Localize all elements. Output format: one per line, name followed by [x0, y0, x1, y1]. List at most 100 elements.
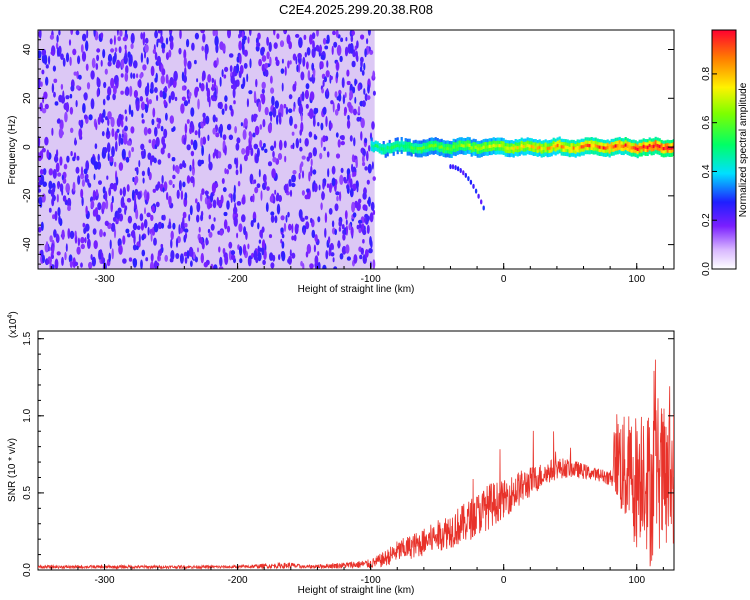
- noise-cell: [241, 30, 244, 39]
- noise-cell: [145, 97, 149, 103]
- noise-cell: [78, 128, 83, 139]
- noise-cell: [304, 138, 309, 147]
- noise-cell: [346, 184, 350, 190]
- signal-cell: [608, 140, 611, 145]
- noise-cell: [333, 266, 338, 269]
- noise-cell: [336, 71, 339, 79]
- noise-cell: [59, 119, 64, 131]
- signal-cell: [452, 145, 455, 150]
- signal-cell: [404, 147, 407, 152]
- noise-cell: [341, 245, 347, 255]
- signal-cell: [562, 142, 565, 146]
- noise-cell: [52, 65, 57, 72]
- noise-cell: [141, 249, 146, 257]
- signal-cell: [506, 153, 509, 157]
- noise-cell: [295, 138, 299, 149]
- signal-cell: [370, 137, 373, 142]
- signal-cell: [484, 138, 487, 143]
- noise-cell: [280, 227, 284, 232]
- noise-cell: [287, 211, 290, 218]
- noise-cell: [339, 135, 345, 140]
- noise-cell: [172, 174, 176, 180]
- signal-cell: [618, 149, 621, 154]
- noise-cell: [97, 153, 100, 162]
- noise-cell: [191, 123, 195, 133]
- signal-cell: [526, 150, 529, 155]
- colorbar-tick-label: 0.6: [701, 115, 712, 129]
- signal-cell: [600, 145, 603, 150]
- signal-cell: [662, 150, 665, 155]
- noise-cell: [125, 116, 128, 122]
- noise-cell: [258, 58, 262, 67]
- signal-cell: [392, 145, 395, 150]
- signal-cell: [442, 149, 445, 154]
- noise-cell: [82, 222, 86, 228]
- signal-cell: [412, 143, 415, 148]
- noise-cell: [351, 60, 356, 68]
- x-tick-label: -300: [95, 575, 115, 586]
- noise-cell: [109, 239, 112, 250]
- signal-cell: [402, 144, 405, 149]
- noise-cell: [120, 197, 124, 208]
- signal-cell: [406, 138, 409, 143]
- signal-cell: [432, 144, 435, 149]
- noise-cell: [90, 156, 96, 165]
- noise-cell: [155, 201, 160, 208]
- noise-cell: [100, 59, 103, 67]
- noise-cell: [102, 186, 106, 194]
- noise-cell: [367, 163, 372, 174]
- signal-cell: [594, 147, 597, 152]
- signal-cell: [430, 140, 433, 145]
- signal-cell: [538, 152, 541, 157]
- noise-cell: [200, 82, 205, 92]
- signal-cell: [648, 147, 651, 151]
- signal-cell: [478, 147, 481, 152]
- signal-cell: [620, 147, 623, 152]
- noise-cell: [362, 148, 366, 157]
- noise-cell: [43, 54, 48, 65]
- noise-cell: [136, 73, 139, 79]
- signal-cell: [578, 152, 581, 157]
- signal-cell: [594, 137, 597, 142]
- noise-cell: [134, 198, 137, 208]
- noise-cell: [78, 119, 82, 126]
- noise-cell: [362, 204, 368, 211]
- signal-cell: [530, 147, 533, 152]
- noise-cell: [242, 244, 247, 256]
- noise-cell: [216, 196, 219, 206]
- noise-cell: [165, 112, 168, 121]
- signal-cell: [610, 142, 613, 146]
- noise-cell: [252, 132, 256, 138]
- noise-cell: [154, 30, 159, 39]
- signal-cell: [482, 139, 485, 143]
- noise-cell: [121, 148, 126, 160]
- noise-cell: [304, 89, 309, 100]
- signal-cell: [646, 152, 649, 156]
- noise-cell: [46, 149, 50, 159]
- noise-cell: [359, 66, 363, 73]
- noise-cell: [170, 250, 175, 261]
- noise-cell: [272, 150, 275, 158]
- noise-cell: [281, 234, 285, 239]
- signal-cell: [398, 141, 401, 146]
- noise-cell: [154, 87, 158, 93]
- noise-cell: [333, 41, 338, 48]
- signal-cell: [486, 145, 489, 150]
- noise-cell: [367, 196, 371, 207]
- signal-cell: [610, 148, 613, 153]
- noise-cell: [371, 121, 375, 130]
- noise-cell: [299, 146, 303, 152]
- signal-cell: [454, 152, 457, 157]
- signal-cell: [428, 150, 431, 155]
- noise-cell: [132, 222, 138, 231]
- noise-cell: [359, 254, 363, 260]
- noise-cell: [121, 58, 125, 69]
- noise-cell: [341, 77, 345, 89]
- noise-cell: [51, 197, 55, 207]
- signal-cell: [532, 139, 535, 143]
- signal-cell: [588, 150, 591, 155]
- snr-series-line: [38, 359, 674, 570]
- noise-cell: [258, 101, 262, 113]
- noise-cell: [257, 251, 262, 262]
- signal-cell: [660, 139, 663, 144]
